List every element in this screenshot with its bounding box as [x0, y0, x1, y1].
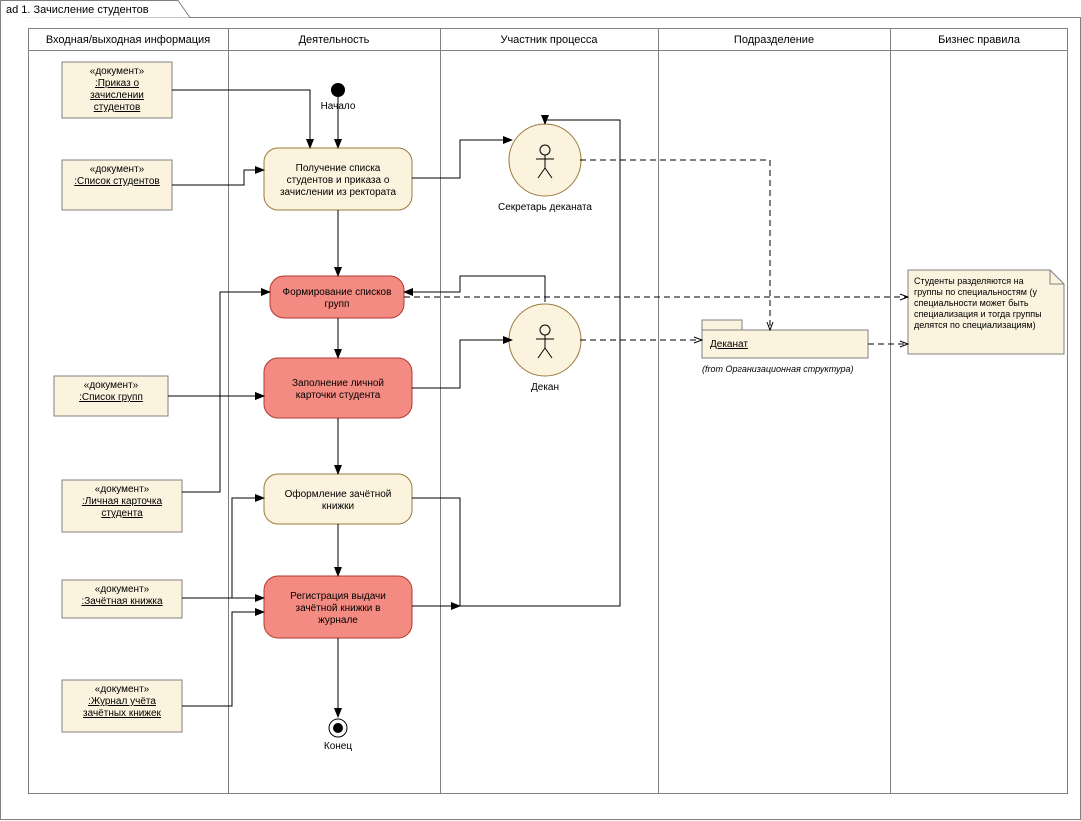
actor-label: Секретарь деканата	[498, 202, 592, 213]
document-d6: «документ»:Журнал учётазачётных книжек	[62, 680, 182, 732]
document-stereotype: «документ»	[95, 684, 150, 695]
document-d2: «документ»:Список студентов	[62, 160, 172, 210]
document-label: :Список студентов	[74, 176, 159, 187]
document-stereotype: «документ»	[84, 380, 139, 391]
end-label: Конец	[324, 741, 352, 752]
document-label: :Зачётная книжка	[81, 596, 163, 607]
lane-header-label: Бизнес правила	[938, 34, 1021, 46]
lane-header-label: Подразделение	[734, 34, 814, 46]
start-node	[331, 83, 345, 97]
activity-a4: Оформление зачётнойкнижки	[264, 474, 412, 524]
document-d4: «документ»:Личная карточкастудента	[62, 480, 182, 532]
activity-label: Получение спискастудентов и приказа озач…	[280, 163, 397, 198]
activity-label: Заполнение личнойкарточки студента	[292, 378, 384, 401]
document-stereotype: «документ»	[95, 584, 150, 595]
department-sub: (from Организационная структура)	[702, 364, 854, 374]
activity-a3: Заполнение личнойкарточки студента	[264, 358, 412, 418]
end-node-dot	[333, 723, 343, 733]
activity-a1: Получение спискастудентов и приказа озач…	[264, 148, 412, 210]
document-d3: «документ»:Список групп	[54, 376, 168, 416]
frame-title: ad 1. Зачисление студентов	[6, 4, 149, 16]
document-label: :Приказ озачислениистудентов	[90, 78, 144, 113]
document-stereotype: «документ»	[95, 484, 150, 495]
note: Студенты разделяются нагруппы по специал…	[908, 270, 1064, 354]
document-d1: «документ»:Приказ озачислениистудентов	[62, 62, 172, 118]
actor-label: Декан	[531, 382, 559, 393]
document-stereotype: «документ»	[90, 66, 145, 77]
activity-a5: Регистрация выдачизачётной книжки вжурна…	[264, 576, 412, 638]
lane-header-label: Деятельность	[299, 34, 370, 46]
document-d5: «документ»:Зачётная книжка	[62, 580, 182, 618]
document-stereotype: «документ»	[90, 164, 145, 175]
document-label: :Журнал учётазачётных книжек	[83, 696, 162, 719]
lane-header-label: Входная/выходная информация	[46, 34, 210, 46]
note-text: Студенты разделяются нагруппы по специал…	[914, 276, 1042, 330]
activity-a2: Формирование списковгрупп	[270, 276, 404, 318]
department-label: Деканат	[710, 339, 748, 350]
lane-header-label: Участник процесса	[500, 34, 598, 46]
document-label: :Список групп	[79, 392, 143, 403]
